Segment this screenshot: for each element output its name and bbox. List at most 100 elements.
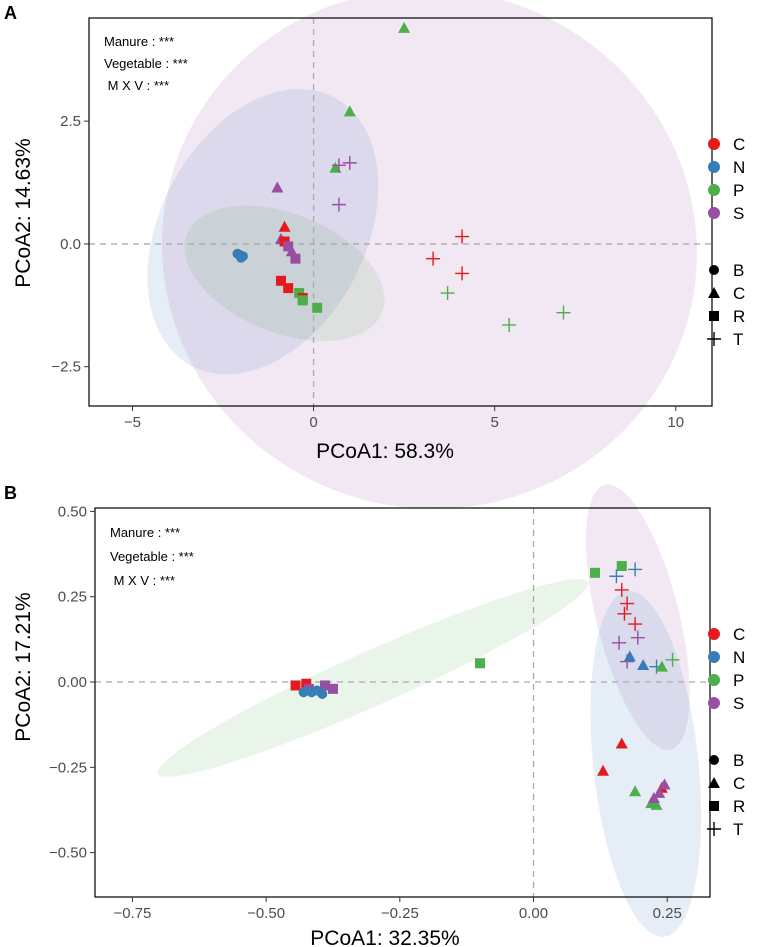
panel-a-point bbox=[455, 229, 470, 244]
panel-b-point bbox=[653, 786, 666, 798]
panel-b-point bbox=[298, 687, 309, 698]
panel-a: A −5 0 5 10 −2.5 0.0 2.5 PCoA1: 58.3% PCoA2: 1… bbox=[4, 0, 745, 509]
panel-b-ellipse-P bbox=[157, 579, 589, 777]
panel-a-legend-shape-label: T bbox=[733, 330, 743, 349]
panel-b-point bbox=[630, 630, 645, 645]
panel-b-point bbox=[628, 617, 643, 632]
panel-a-plot: −5 0 5 10 −2.5 0.0 2.5 bbox=[51, 0, 713, 509]
panel-a-point bbox=[331, 197, 346, 212]
panel-a-point bbox=[271, 181, 284, 193]
panel-b-legend-color-swatch bbox=[708, 697, 720, 709]
panel-a-ytick-label: −2.5 bbox=[51, 359, 81, 376]
panel-a-ytick-label: 2.5 bbox=[60, 113, 81, 130]
panel-b-legend-shape-label: C bbox=[733, 774, 745, 793]
panel-a-point bbox=[455, 266, 470, 281]
panel-a-point bbox=[331, 158, 346, 173]
panel-b-legend-color-label: C bbox=[733, 625, 745, 644]
panel-a-legend-color-swatch bbox=[708, 161, 720, 173]
panel-b-plot: −0.75 −0.50 −0.25 0.00 0.25 0.50 0.25 0.00 −0.25… bbox=[49, 484, 711, 937]
panel-a-legend-color-swatch bbox=[708, 184, 720, 196]
panel-b-legend-color-label: P bbox=[733, 671, 744, 690]
panel-a-point bbox=[297, 295, 308, 306]
panel-b-ytick-label: −0.25 bbox=[49, 759, 87, 776]
panel-b-legend-shape-label: R bbox=[733, 797, 745, 816]
panel-b-ytick-label: −0.50 bbox=[49, 845, 87, 862]
panel-b-point bbox=[616, 561, 627, 572]
panel-a-legend-color-swatch bbox=[708, 207, 720, 219]
panel-a-xtick-label: 10 bbox=[667, 414, 684, 431]
panel-a-legend-color-label: S bbox=[733, 204, 744, 223]
panel-a-point bbox=[283, 241, 294, 252]
panel-b-legend-shape-swatch bbox=[707, 822, 721, 836]
panel-b-legend-color-label: S bbox=[733, 694, 744, 713]
panel-a-xtick-label: 0 bbox=[309, 414, 317, 431]
panel-a-legend-shape-swatch bbox=[709, 311, 719, 321]
panel-b-point bbox=[301, 678, 312, 689]
panel-b-point bbox=[317, 688, 328, 699]
panel-b-legend-shape-swatch bbox=[709, 755, 719, 765]
panel-a-point bbox=[343, 105, 356, 117]
panel-b-point bbox=[665, 652, 680, 667]
panel-a-legend-shape-label: B bbox=[733, 261, 744, 280]
panel-a-xlabel: PCoA1: 58.3% bbox=[316, 440, 454, 463]
panel-b-xtick-label: 0.00 bbox=[519, 905, 548, 922]
panel-b-xlabel: PCoA1: 32.35% bbox=[310, 927, 459, 947]
panel-b-ytick-label: 0.25 bbox=[58, 589, 87, 606]
panel-b-legend-shape-label: T bbox=[733, 820, 743, 839]
panel-a-letter: A bbox=[4, 3, 17, 23]
panel-a-annotation-interaction: M X V : *** bbox=[104, 78, 169, 93]
panel-b-point bbox=[658, 778, 671, 790]
panel-a-point bbox=[290, 253, 301, 264]
panel-b-point bbox=[475, 658, 486, 669]
panel-a-point bbox=[440, 286, 455, 301]
panel-b-point bbox=[637, 658, 650, 670]
panel-b-point bbox=[620, 596, 635, 611]
panel-b-point bbox=[629, 785, 642, 797]
panel-a-legend-color-label: C bbox=[733, 135, 745, 154]
panel-b-point bbox=[617, 606, 632, 621]
panel-b-point bbox=[590, 567, 601, 578]
panel-b-point bbox=[327, 683, 338, 694]
panel-a-point bbox=[398, 21, 411, 33]
panel-b-annotation-manure: Manure : *** bbox=[110, 525, 180, 540]
panel-b-xtick-label: −0.50 bbox=[247, 905, 285, 922]
panel-a-legend-shape-label: C bbox=[733, 284, 745, 303]
panel-b: B −0.75 −0.50 −0.25 0.00 0.250.500.250.00−0.… bbox=[4, 483, 745, 947]
panel-a-legend-shape-label: R bbox=[733, 307, 745, 326]
panel-a-ellipse-P bbox=[184, 205, 385, 342]
panel-a-point bbox=[278, 220, 291, 232]
panel-a-point bbox=[556, 305, 571, 320]
panel-b-legend-shape-label: B bbox=[733, 751, 744, 770]
panel-a-annotation-vegetable: Vegetable : *** bbox=[104, 56, 188, 71]
panel-b-point bbox=[650, 798, 663, 810]
panel-b-point bbox=[623, 650, 636, 662]
panel-a-ellipse-S bbox=[162, 0, 697, 509]
panel-b-legend-color-swatch bbox=[708, 628, 720, 640]
panel-b-legend-color-label: N bbox=[733, 648, 745, 667]
panel-a-point bbox=[426, 251, 441, 266]
panel-b-point bbox=[612, 635, 627, 650]
panel-b-annotation-interaction: M X V : *** bbox=[110, 573, 175, 588]
panel-b-ellipse-N bbox=[590, 590, 702, 937]
panel-a-point bbox=[342, 155, 357, 170]
panel-b-xtick-label: −0.25 bbox=[381, 905, 419, 922]
panel-a-annotation-manure: Manure : *** bbox=[104, 34, 174, 49]
panel-b-legend-shape-swatch bbox=[709, 801, 719, 811]
panel-b-ellipse-S bbox=[585, 484, 690, 750]
panel-b-point bbox=[597, 764, 610, 776]
panel-b-xtick-label: 0.25 bbox=[653, 905, 682, 922]
panel-a-legend-shape-swatch bbox=[707, 332, 721, 346]
panel-a-legend-color-swatch bbox=[708, 138, 720, 150]
panel-b-annotation-vegetable: Vegetable : *** bbox=[110, 549, 194, 564]
panel-a-xtick-label: −5 bbox=[124, 414, 141, 431]
panel-a-legend-color-label: P bbox=[733, 181, 744, 200]
panel-a-legend-shape-swatch bbox=[709, 265, 719, 275]
panel-a-point bbox=[502, 317, 517, 332]
panel-b-xtick-label: −0.75 bbox=[113, 905, 151, 922]
panel-b-point bbox=[615, 737, 628, 749]
panel-b-legend-color-swatch bbox=[708, 651, 720, 663]
panel-b-point bbox=[609, 569, 624, 584]
